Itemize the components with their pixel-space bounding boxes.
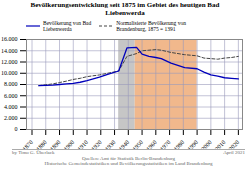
- html-text:Normalisierte Bevölkerung von: Normalisierte Bevölkerung von Brandenbur…: [116, 19, 186, 32]
- html-text:Bevölkerung von Bad Liebenwerd: Bevölkerung von Bad Liebenwerda: [43, 19, 92, 32]
- html-text:Bevölkerungsentwicklung seit 1: Bevölkerungsentwicklung seit 1875 im Geb…: [30, 1, 220, 17]
- svg-text:1890: 1890: [49, 139, 62, 149]
- svg-text:1970: 1970: [159, 139, 172, 149]
- svg-text:1990: 1990: [186, 139, 199, 149]
- svg-text:16.000: 16.000: [1, 36, 18, 42]
- svg-text:4.000: 4.000: [4, 104, 18, 110]
- svg-text:1870: 1870: [21, 139, 34, 149]
- svg-text:10.000: 10.000: [1, 70, 18, 76]
- svg-text:1910: 1910: [76, 139, 89, 149]
- svg-text:8.000: 8.000: [4, 81, 18, 87]
- svg-text:2.000: 2.000: [4, 115, 18, 121]
- svg-text:2020: 2020: [228, 139, 241, 149]
- html-text:by Timo G. Überlack: by Timo G. Überlack: [12, 149, 55, 155]
- svg-text:1960: 1960: [145, 139, 158, 149]
- html-text:April 2021: April 2021: [223, 149, 245, 155]
- svg-text:1940: 1940: [118, 139, 131, 149]
- svg-text:2010: 2010: [214, 139, 227, 149]
- svg-text:1950: 1950: [131, 139, 144, 149]
- svg-text:1930: 1930: [104, 139, 117, 149]
- html-text:Quellen: Amt für Statistik Ber: Quellen: Amt für Statistik Berlin-Brande…: [44, 155, 213, 167]
- svg-text:0: 0: [15, 126, 18, 132]
- svg-text:2000: 2000: [200, 139, 213, 149]
- svg-text:1900: 1900: [63, 139, 76, 149]
- svg-text:1980: 1980: [173, 139, 186, 149]
- svg-text:14.000: 14.000: [1, 47, 18, 53]
- svg-text:1880: 1880: [35, 139, 48, 149]
- svg-text:1920: 1920: [90, 139, 103, 149]
- svg-text:12.000: 12.000: [1, 59, 18, 65]
- svg-text:6.000: 6.000: [4, 92, 18, 98]
